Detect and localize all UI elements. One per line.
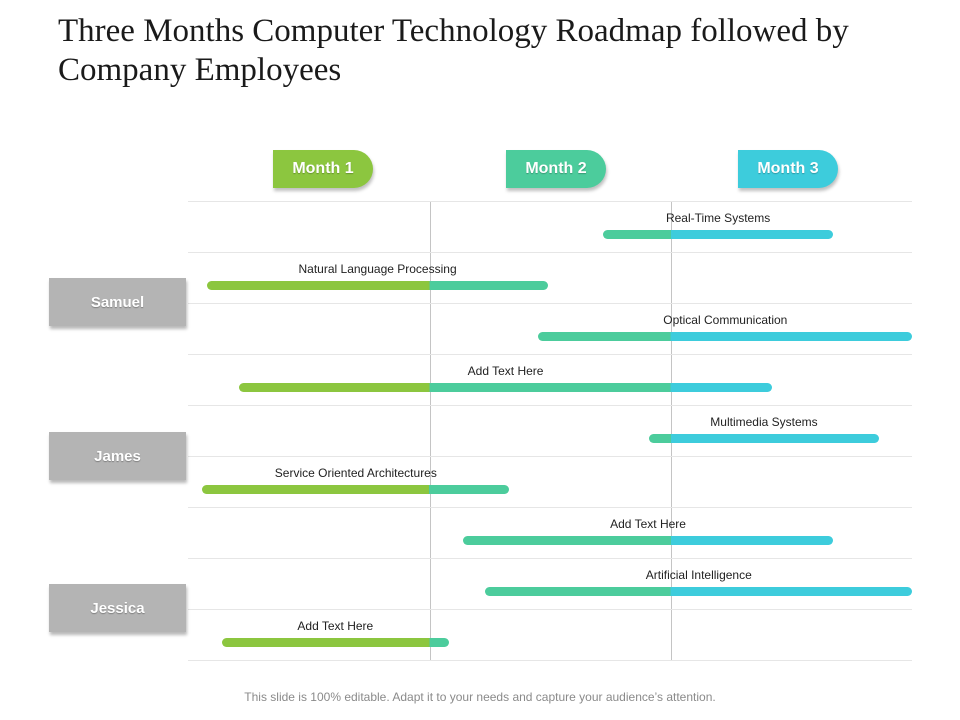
row-separator	[188, 405, 912, 406]
person-james: James	[49, 432, 186, 480]
task-label: Natural Language Processing	[298, 262, 457, 276]
row-separator	[188, 201, 912, 202]
task-label: Artificial Intelligence	[645, 568, 752, 582]
task-bar	[463, 536, 833, 545]
row-separator	[188, 609, 912, 610]
task-bar	[202, 485, 510, 494]
task-label: Add Text Here	[467, 364, 544, 378]
task-label: Service Oriented Architectures	[274, 466, 437, 480]
task-bar	[207, 281, 548, 290]
task-label: Optical Communication	[663, 313, 788, 327]
person-jessica: Jessica	[49, 584, 186, 632]
task-bar	[221, 638, 449, 647]
row-separator	[188, 507, 912, 508]
task-label: Add Text Here	[610, 517, 686, 531]
row-separator	[188, 252, 912, 253]
task-bar	[649, 434, 879, 443]
slide-title: Three Months Computer Technology Roadmap…	[58, 13, 849, 88]
task-bar	[603, 230, 833, 239]
row-separator	[188, 456, 912, 457]
row-separator	[188, 558, 912, 559]
row-separator	[188, 660, 912, 661]
month-3-tab: Month 3	[738, 150, 838, 188]
month-divider-1	[430, 201, 431, 661]
footer-note: This slide is 100% editable. Adapt it to…	[244, 690, 716, 704]
task-bar	[238, 383, 773, 392]
row-separator	[188, 303, 912, 304]
person-samuel: Samuel	[49, 278, 186, 326]
task-label: Add Text Here	[297, 619, 374, 633]
task-bar	[485, 587, 913, 596]
month-1-tab: Month 1	[273, 150, 373, 188]
row-separator	[188, 354, 912, 355]
task-label: Real-Time Systems	[665, 211, 771, 225]
task-label: Multimedia Systems	[710, 415, 818, 429]
month-divider-2	[671, 201, 672, 661]
month-2-tab: Month 2	[506, 150, 606, 188]
task-bar	[538, 332, 913, 341]
